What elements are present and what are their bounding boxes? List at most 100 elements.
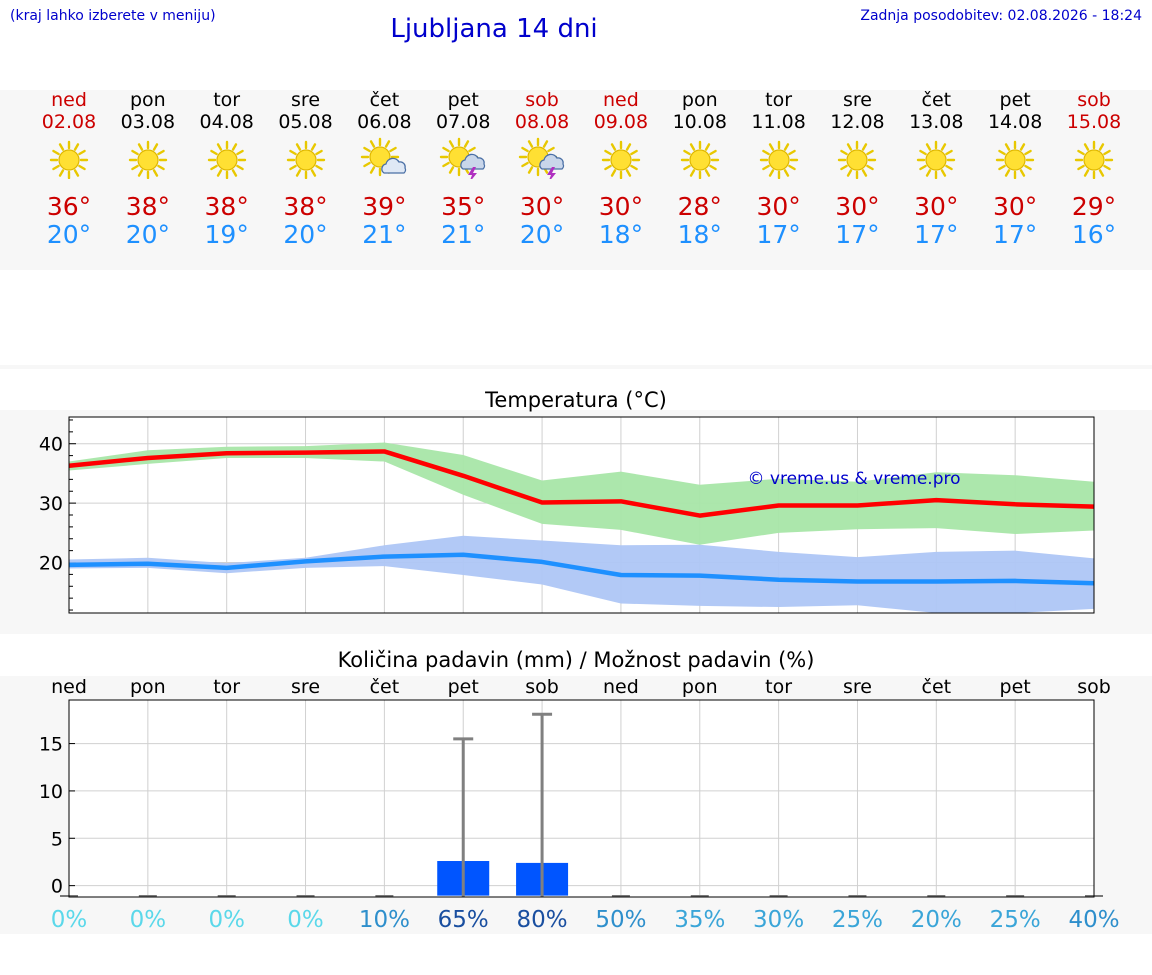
sun-ray xyxy=(1024,149,1032,156)
temperature-chart: 20 30 40 © vreme.us & vreme.pro xyxy=(39,416,1095,614)
sun-ray xyxy=(604,164,612,171)
sun-ray xyxy=(389,146,398,153)
sun-disc xyxy=(137,149,159,171)
sun-ray xyxy=(216,143,222,151)
temp-min: 20° xyxy=(46,220,92,249)
precip-day-label: ned xyxy=(603,676,639,698)
sun-disc xyxy=(216,149,238,171)
forecast-day: pon 03.08 38° 20° xyxy=(98,89,198,249)
sun-ray xyxy=(449,166,455,174)
sun-ray xyxy=(235,149,244,156)
sun-ray xyxy=(370,166,376,174)
temp-min: 20° xyxy=(519,220,565,249)
day-name: čet xyxy=(369,89,400,111)
precip-chance: 40% xyxy=(1068,907,1119,933)
precip-day-label: pet xyxy=(1000,676,1031,698)
precip-chance: 25% xyxy=(832,907,883,933)
precip-day-label: sre xyxy=(291,676,320,698)
day-date: 03.08 xyxy=(120,111,176,133)
sun-disc xyxy=(610,149,632,171)
y-tick-label: 5 xyxy=(51,828,63,850)
forecast-day: pet 07.08 35° 21° xyxy=(413,89,513,249)
sun-rays xyxy=(286,140,325,179)
sun-ray xyxy=(209,164,218,171)
sun-ray xyxy=(783,143,789,151)
precip-day-label: pon xyxy=(682,676,718,698)
precip-chance: 80% xyxy=(517,907,568,933)
sun-rays xyxy=(128,140,168,179)
day-name: ned xyxy=(51,89,87,111)
cloud xyxy=(460,153,486,170)
sun-ray xyxy=(919,149,928,156)
sun-ray xyxy=(363,146,372,153)
temp-max: 38° xyxy=(204,192,249,221)
precip-chance: 25% xyxy=(990,907,1041,933)
sun-ray xyxy=(768,169,774,177)
precip-day-label: tor xyxy=(765,676,792,698)
sun-disc xyxy=(846,149,869,171)
precip-day-label: sob xyxy=(1077,676,1111,698)
sun-ray xyxy=(131,149,139,156)
forecast-day: sre 05.08 38° 20° xyxy=(256,89,356,249)
plot-area xyxy=(69,700,1094,897)
sun-ray xyxy=(1098,143,1105,151)
sun-ray xyxy=(998,164,1006,171)
day-date: 13.08 xyxy=(909,111,964,133)
day-date: 12.08 xyxy=(830,111,885,133)
sun-ray xyxy=(945,149,954,156)
sun-ray xyxy=(1019,169,1026,177)
sun-storm-icon xyxy=(518,137,565,179)
sun-ray xyxy=(157,164,165,171)
precip-day-label: pet xyxy=(448,676,479,698)
temp-min: 21° xyxy=(441,220,486,249)
precipitation-chart-title: Količina padavin (mm) / Možnost padavin … xyxy=(337,648,815,672)
sun-ray xyxy=(52,149,60,156)
sun-disc xyxy=(369,146,391,168)
watermark: © vreme.us & vreme.pro xyxy=(747,469,960,489)
sun-ray xyxy=(704,169,710,177)
sun-disc xyxy=(925,149,947,171)
day-name: pet xyxy=(999,89,1031,111)
sun-ray xyxy=(157,149,165,156)
day-name: sob xyxy=(525,89,559,111)
sun-cloud-icon xyxy=(361,137,407,177)
day-name: sob xyxy=(1077,89,1111,111)
sun-ray xyxy=(941,169,947,177)
sun-ray xyxy=(708,164,717,171)
cloud-shape xyxy=(460,153,486,170)
temp-min: 17° xyxy=(992,220,1038,249)
forecast-day: pet 14.08 30° 17° xyxy=(965,89,1065,249)
temperature-chart-title: Temperatura (°C) xyxy=(485,388,667,412)
sun-ray xyxy=(137,169,144,177)
sun-ray xyxy=(998,149,1006,156)
day-name: pon xyxy=(681,89,718,111)
sun-ray xyxy=(385,140,391,148)
temp-min: 17° xyxy=(835,220,880,249)
forecast-day: sob 08.08 30° 20° xyxy=(492,89,592,249)
day-date: 08.08 xyxy=(514,111,570,133)
sun-icon xyxy=(917,140,956,179)
y-tick-label: 30 xyxy=(39,493,63,515)
precip-chance: 50% xyxy=(595,907,646,933)
temp-min: 18° xyxy=(598,220,644,249)
sun-disc xyxy=(1004,149,1026,171)
day-date: 14.08 xyxy=(987,111,1043,133)
sun-ray xyxy=(235,164,244,171)
day-name: tor xyxy=(213,89,241,111)
sun-icon xyxy=(207,140,246,179)
cloud xyxy=(539,153,565,170)
sun-ray xyxy=(131,164,139,171)
sun-icon xyxy=(601,140,641,179)
temp-min: 17° xyxy=(914,220,959,249)
sun-rays xyxy=(601,140,641,179)
sun-ray xyxy=(625,143,632,151)
precip-day-label: čet xyxy=(370,676,400,698)
precip-chance: 0% xyxy=(130,907,167,933)
precip-chance: 35% xyxy=(674,907,725,933)
temp-max: 39° xyxy=(362,192,407,221)
sun-ray xyxy=(310,169,316,177)
sun-icon xyxy=(286,140,325,179)
sun-ray xyxy=(761,164,770,171)
cloud-shape xyxy=(381,157,407,174)
temp-max: 38° xyxy=(125,192,170,221)
